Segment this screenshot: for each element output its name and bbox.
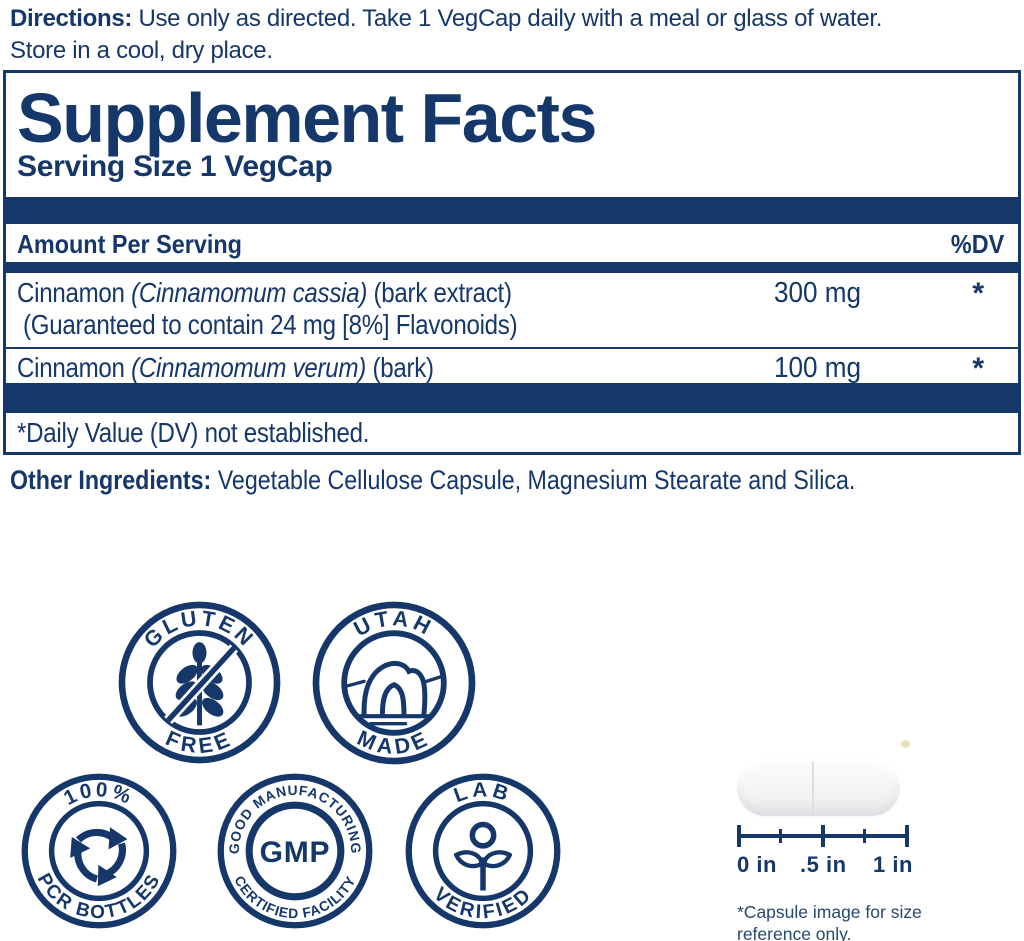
utah-made-badge: UTAH MADE xyxy=(311,600,477,766)
lab-verified-seal-icon: LAB VERIFIED xyxy=(405,773,561,929)
photo-speck xyxy=(901,740,910,748)
ruler-tick-quarter xyxy=(779,829,782,843)
directions-label: Directions: xyxy=(10,5,133,32)
gmp-badge: GMP GOOD MANUFACTURING CERTIFIED FACILIT… xyxy=(216,772,374,930)
divider-bar-thick-bottom xyxy=(6,383,1018,413)
ingredient-row-2-name: Cinnamon (Cinnamomum verum) (bark) xyxy=(17,352,434,383)
wheat-crossed-icon xyxy=(164,642,239,726)
ruler-label-0in: 0 in xyxy=(737,852,777,877)
ruler-label-1in: 1 in xyxy=(873,852,913,877)
ingredient-row-1-name: Cinnamon (Cinnamomum cassia) (bark extra… xyxy=(17,277,512,308)
capsule-note: *Capsule image for size reference only. xyxy=(737,901,922,941)
ruler-tick-0 xyxy=(737,825,741,847)
ruler-tick-threequarter xyxy=(863,829,866,843)
capsule-note-line2: reference only. xyxy=(737,924,852,941)
gluten-free-badge: GLUTEN FREE xyxy=(117,600,282,765)
divider-line-thin xyxy=(6,347,1018,349)
ingredient-row-1-amount: 300 mg xyxy=(774,277,862,309)
column-header-dv: %DV xyxy=(950,229,1004,259)
directions-text: Directions: Use only as directed. Take 1… xyxy=(10,3,882,67)
pcr-bottles-seal-icon: 100% PCR BOTTLES xyxy=(21,773,177,929)
directions-line1: Directions: Use only as directed. Take 1… xyxy=(10,5,883,32)
supplement-facts-panel: Supplement Facts Serving Size 1 VegCap A… xyxy=(3,70,1021,455)
ingredient-row-1-subtext: (Guaranteed to contain 24 mg [8%] Flavon… xyxy=(23,309,518,340)
panel-title: Supplement Facts xyxy=(17,79,597,157)
dv-footnote: *Daily Value (DV) not established. xyxy=(17,417,370,448)
plant-icon xyxy=(453,821,513,891)
divider-bar-thick-top xyxy=(6,197,1018,224)
ingredient-row-2-amount: 100 mg xyxy=(774,352,862,384)
ruler-tick-1 xyxy=(905,825,909,847)
gluten-free-seal-icon: GLUTEN FREE xyxy=(118,601,281,764)
directions-line2: Store in a cool, dry place. xyxy=(10,37,273,64)
ruler-label-half-in: .5 in xyxy=(800,852,847,877)
capsule-seam xyxy=(812,761,814,814)
serving-size: Serving Size 1 VegCap xyxy=(17,150,333,183)
lab-verified-badge: LAB VERIFIED xyxy=(404,772,562,930)
capsule-note-line1: *Capsule image for size xyxy=(737,902,922,922)
gmp-seal-icon: GMP GOOD MANUFACTURING CERTIFIED FACILIT… xyxy=(217,773,373,929)
capsule-image xyxy=(737,759,900,816)
pcr-bottles-badge: 100% PCR BOTTLES xyxy=(20,772,178,930)
column-header-amount: Amount Per Serving xyxy=(17,229,242,259)
divider-bar-medium xyxy=(6,262,1018,273)
recycle-icon xyxy=(70,827,128,887)
ingredient-row-2-dv: * xyxy=(972,352,984,385)
ingredient-row-1-dv: * xyxy=(972,277,984,310)
ruler-tick-half xyxy=(821,825,825,847)
gmp-center-text: GMP xyxy=(260,836,331,869)
arch-icon xyxy=(344,660,444,726)
utah-made-seal-icon: UTAH MADE xyxy=(312,601,476,765)
other-ingredients: Other Ingredients: Vegetable Cellulose C… xyxy=(10,465,856,495)
other-ingredients-label: Other Ingredients: xyxy=(10,465,212,495)
